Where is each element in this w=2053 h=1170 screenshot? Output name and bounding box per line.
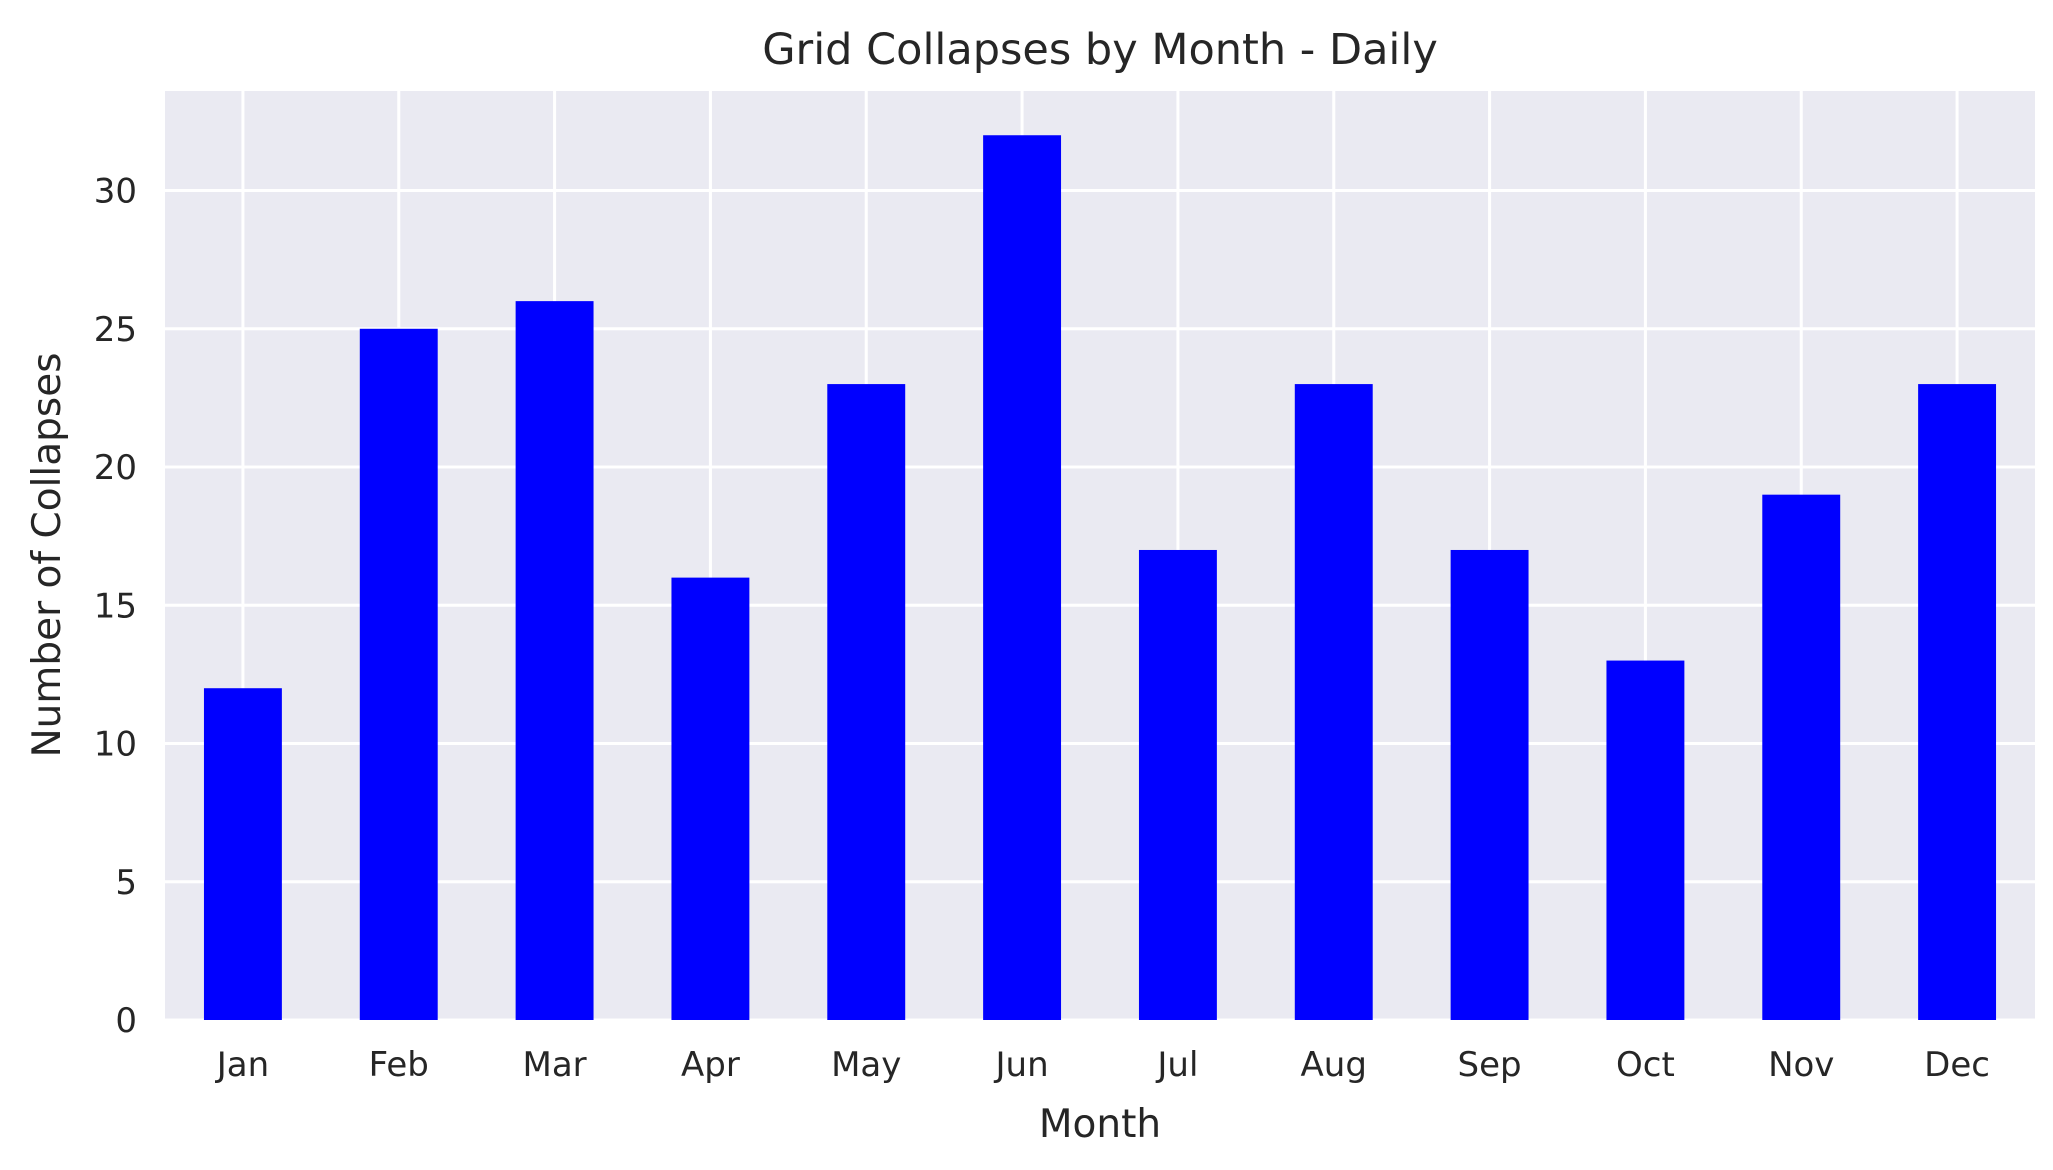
x-tick-label: Mar <box>523 1045 587 1085</box>
x-tick-label: Apr <box>681 1045 740 1085</box>
x-axis-label: Month <box>1039 1102 1161 1147</box>
x-tick-label: Sep <box>1458 1045 1522 1085</box>
bar-jan <box>203 688 282 1020</box>
y-axis-label: Number of Collapses <box>25 352 70 757</box>
bar-nov <box>1762 494 1841 1020</box>
x-tick-label: Jan <box>215 1045 269 1085</box>
x-tick-label: May <box>831 1045 901 1085</box>
x-tick-label: Jun <box>994 1045 1049 1085</box>
y-tick-label: 10 <box>94 725 137 765</box>
x-tick-label: Aug <box>1301 1045 1367 1085</box>
bar-oct <box>1606 660 1685 1020</box>
y-tick-label: 5 <box>115 863 137 903</box>
y-tick-label: 15 <box>94 586 137 626</box>
bar-jun <box>983 135 1062 1020</box>
bar-feb <box>359 328 438 1020</box>
chart-title: Grid Collapses by Month - Daily <box>762 25 1438 75</box>
x-tick-label: Feb <box>369 1045 429 1085</box>
bar-dec <box>1918 384 1997 1020</box>
bar-jul <box>1138 549 1217 1020</box>
y-tick-label: 30 <box>94 172 137 212</box>
y-tick-label: 25 <box>94 310 137 350</box>
bars <box>203 135 1997 1020</box>
y-tick-label: 20 <box>94 448 137 488</box>
y-tick-labels: 0 5 10 15 20 25 30 <box>94 172 137 1041</box>
bar-aug <box>1294 384 1373 1020</box>
x-tick-label: Oct <box>1616 1045 1675 1085</box>
y-grid <box>165 189 2035 1022</box>
bar-sep <box>1450 549 1529 1020</box>
x-tick-label: Nov <box>1768 1045 1834 1085</box>
x-tick-labels: Jan Feb Mar Apr May Jun Jul Aug Sep Oct Nov Dec <box>215 1045 1990 1085</box>
y-tick-label: 0 <box>115 1001 137 1041</box>
bar-apr <box>671 577 750 1020</box>
plot-area <box>165 91 2035 1020</box>
x-tick-label: Jul <box>1155 1045 1198 1085</box>
bar-mar <box>515 301 594 1020</box>
bar-may <box>827 384 906 1020</box>
x-tick-label: Dec <box>1924 1045 1990 1085</box>
